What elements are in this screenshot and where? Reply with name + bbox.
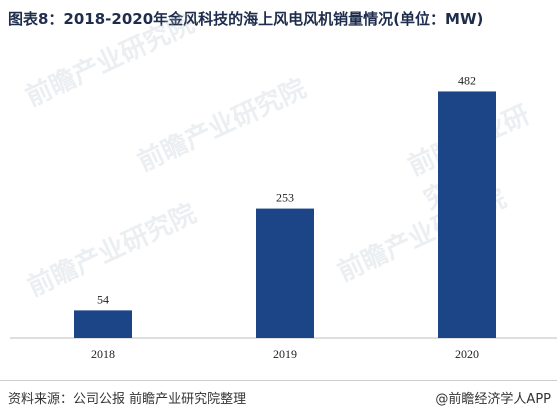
bar-2018 <box>74 310 132 338</box>
bar-2020 <box>438 91 496 338</box>
data-label-2019: 253 <box>276 191 294 205</box>
bar-2019 <box>256 208 314 338</box>
chart-title: 图表8：2018-2020年金风科技的海上风电风机销量情况(单位：MW) <box>8 10 484 28</box>
data-label-2020: 482 <box>458 73 476 87</box>
x-tick-label-2019: 2019 <box>273 347 297 361</box>
bar-chart: 54 2018 253 2019 482 2020 <box>10 73 557 361</box>
brand-label: @前瞻经济学人APP <box>435 392 551 407</box>
footer: 资料来源：公司公报 前瞻产业研究院整理 @前瞻经济学人APP <box>0 380 557 411</box>
data-label-2018: 54 <box>97 292 109 306</box>
source-note: 资料来源：公司公报 前瞻产业研究院整理 <box>8 392 247 407</box>
x-tick-label-2020: 2020 <box>455 347 479 361</box>
x-tick-label-2018: 2018 <box>91 347 115 361</box>
